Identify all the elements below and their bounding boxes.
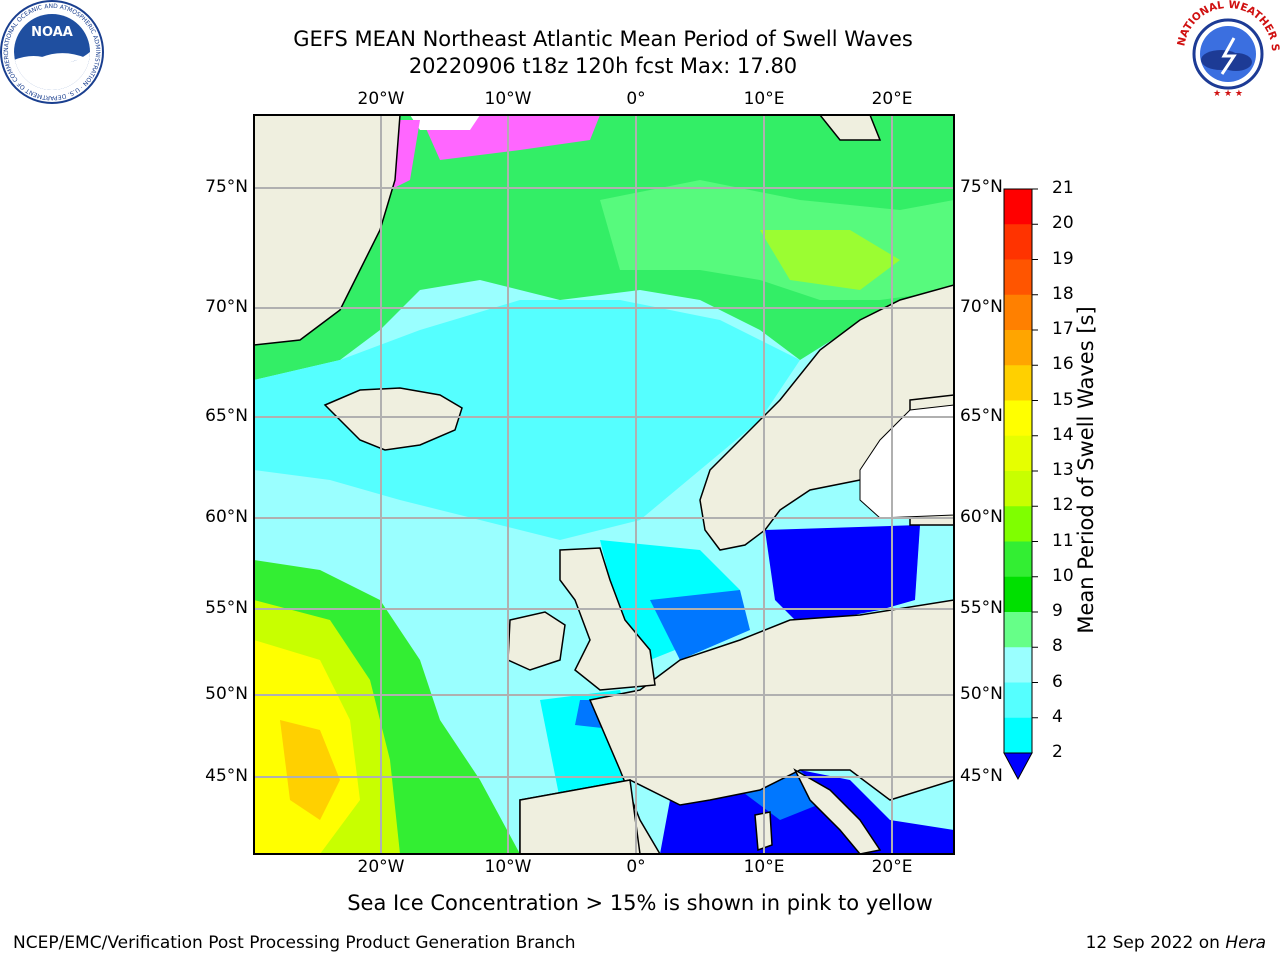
nws-logo-icon: NATIONAL WEATHER SERVICE ★ ★ ★	[1176, 0, 1280, 102]
colorbar-segment	[1004, 259, 1032, 296]
lat-label-left: 50°N	[205, 684, 248, 704]
colorbar-segment	[1004, 471, 1032, 507]
lat-label-left: 60°N	[205, 507, 248, 527]
colorbar-segment	[1004, 294, 1032, 331]
colorbar-segment	[1004, 576, 1032, 613]
lat-label-left: 55°N	[205, 598, 248, 618]
lat-label-left: 45°N	[205, 766, 248, 786]
graticule	[254, 115, 954, 854]
colorbar-segment	[1004, 330, 1032, 366]
colorbar-tick-label: 10	[1052, 565, 1074, 586]
colorbar-segment	[1004, 400, 1032, 437]
colorbar-tick-label: 8	[1052, 636, 1063, 657]
colorbar-tick-label: 18	[1052, 283, 1074, 304]
colorbar-segment	[1004, 612, 1032, 648]
lon-label-top: 0°	[626, 89, 646, 109]
colorbar-tick-label: 16	[1052, 354, 1074, 375]
noaa-logo-text: NOAA	[31, 25, 73, 40]
lon-label-bottom: 10°E	[743, 857, 785, 877]
lat-label-right: 55°N	[960, 598, 1003, 618]
lat-label-right: 60°N	[960, 507, 1003, 527]
colorbar	[1003, 188, 1038, 781]
lat-label-right: 50°N	[960, 684, 1003, 704]
colorbar-tick-label: 11	[1052, 530, 1074, 551]
lat-label-right: 45°N	[960, 766, 1003, 786]
footer-left: NCEP/EMC/Verification Post Processing Pr…	[13, 933, 576, 953]
lon-label-top: 10°E	[743, 89, 785, 109]
sea-ice-note: Sea Ice Concentration > 15% is shown in …	[347, 891, 933, 915]
colorbar-segment	[1004, 717, 1032, 754]
colorbar-segment	[1004, 189, 1032, 225]
colorbar-tick-label: 12	[1052, 495, 1074, 516]
colorbar-segment	[1004, 435, 1032, 472]
colorbar-label: Mean Period of Swell Waves [s]	[1074, 306, 1098, 634]
colorbar-segment	[1004, 541, 1032, 578]
colorbar-segment	[1004, 506, 1032, 542]
colorbar-tick-label: 17	[1052, 319, 1074, 339]
lat-label-right: 65°N	[960, 406, 1003, 426]
lon-label-bottom: 0°	[626, 857, 646, 877]
colorbar-tick-label: 19	[1052, 248, 1074, 269]
colorbar-extend-arrow	[1003, 752, 1033, 781]
lon-label-bottom: 10°W	[484, 857, 532, 877]
colorbar-tick-label: 20	[1052, 213, 1074, 234]
noaa-logo-icon: NOAA NATIONAL OCEANIC AND ATMOSPHERIC AD…	[0, 0, 104, 104]
footer-date: 12 Sep 2022 on	[1085, 933, 1226, 953]
colorbar-tick-label: 6	[1052, 671, 1063, 692]
colorbar-tick-label: 4	[1052, 706, 1063, 727]
colorbar-segment	[1004, 682, 1032, 719]
lon-label-top: 20°W	[357, 89, 405, 109]
colorbar-tick-label: 15	[1052, 389, 1074, 410]
lon-label-bottom: 20°W	[357, 857, 405, 877]
colorbar-tick-label: 9	[1052, 601, 1063, 621]
colorbar-tick-label: 14	[1052, 424, 1074, 445]
lon-label-bottom: 20°E	[871, 857, 913, 877]
footer-right: 12 Sep 2022 on Hera	[1086, 933, 1266, 953]
colorbar-segment	[1004, 224, 1032, 260]
lat-label-left: 70°N	[205, 297, 248, 317]
colorbar-tick-label: 2	[1052, 742, 1063, 762]
colorbar-tick-label: 21	[1052, 178, 1074, 198]
chart-title: GEFS MEAN Northeast Atlantic Mean Period…	[293, 27, 913, 51]
map-frame	[253, 114, 955, 855]
lat-label-right: 70°N	[960, 297, 1003, 317]
map-field	[254, 115, 954, 854]
colorbar-segment	[1004, 647, 1032, 683]
lat-label-left: 65°N	[205, 406, 248, 426]
chart-subtitle: 20220906 t18z 120h fcst Max: 17.80	[408, 54, 798, 78]
lon-label-top: 10°W	[484, 89, 532, 109]
colorbar-segment	[1004, 365, 1032, 401]
lat-label-right: 75°N	[960, 177, 1003, 197]
lat-label-left: 75°N	[205, 177, 248, 197]
svg-text:★ ★ ★: ★ ★ ★	[1213, 89, 1243, 99]
lon-label-top: 20°E	[871, 89, 913, 109]
footer-host: Hera	[1225, 933, 1266, 953]
colorbar-tick-label: 13	[1052, 460, 1074, 480]
